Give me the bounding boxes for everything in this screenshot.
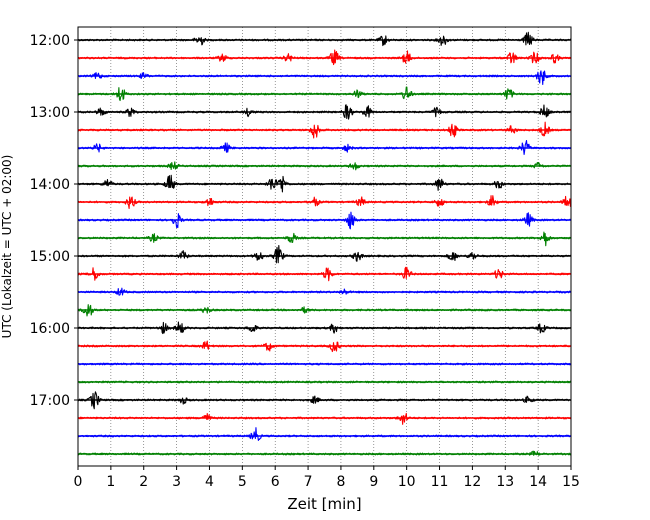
x-axis-label: Zeit [min] — [287, 495, 361, 513]
trace-group — [77, 31, 572, 456]
trace-1230 — [77, 70, 572, 86]
x-tick-label: 2 — [139, 474, 148, 490]
x-tick-label: 9 — [369, 474, 378, 490]
x-tick-label: 11 — [431, 474, 449, 490]
grid-lines — [110, 27, 539, 466]
y-axis-label: UTC (Lokalzeit = UTC + 02:00) — [0, 155, 14, 339]
x-tick-label: 13 — [496, 474, 514, 490]
trace-1200 — [77, 31, 572, 47]
y-tick-label: 13:00 — [30, 105, 70, 121]
y-tick-label: 16:00 — [30, 321, 70, 337]
plot-frame — [77, 26, 572, 467]
x-tick-label: 8 — [336, 474, 345, 490]
x-tick-label: 0 — [74, 474, 83, 490]
y-tick-label: 12:00 — [30, 33, 70, 49]
trace-1730 — [77, 427, 572, 441]
x-tick-label: 14 — [529, 474, 547, 490]
trace-1445 — [77, 231, 572, 247]
x-axis: 0 1 2 3 4 5 6 7 8 9 10 11 12 13 14 15 — [74, 466, 580, 490]
y-tick-label: 15:00 — [30, 249, 70, 265]
y-tick-label: 17:00 — [30, 393, 70, 409]
x-tick-label: 6 — [271, 474, 280, 490]
x-tick-label: 10 — [398, 474, 416, 490]
trace-1500 — [77, 245, 572, 264]
y-axis: 12:00 13:00 14:00 15:00 16:00 17:00 — [30, 33, 78, 409]
trace-1715 — [77, 412, 572, 425]
x-tick-label: 12 — [463, 474, 481, 490]
x-tick-label: 7 — [304, 474, 313, 490]
x-tick-label: 15 — [562, 474, 580, 490]
y-tick-label: 14:00 — [30, 177, 70, 193]
x-tick-label: 5 — [238, 474, 247, 490]
x-tick-label: 4 — [205, 474, 214, 490]
x-tick-label: 1 — [106, 474, 115, 490]
x-tick-label: 3 — [172, 474, 181, 490]
